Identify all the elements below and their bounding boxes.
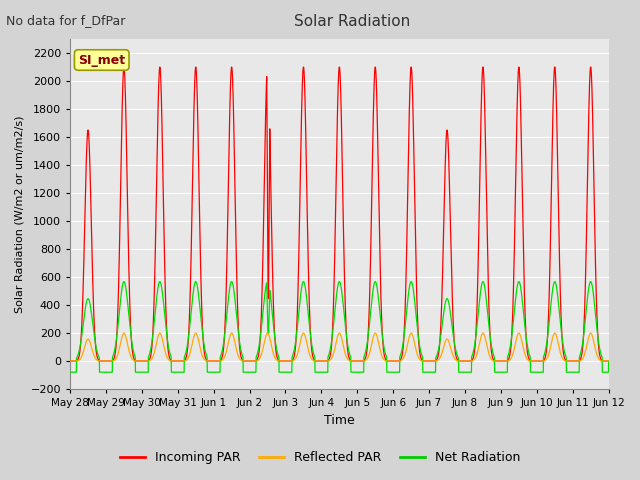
X-axis label: Time: Time	[324, 414, 355, 427]
Y-axis label: Solar Radiation (W/m2 or um/m2/s): Solar Radiation (W/m2 or um/m2/s)	[15, 115, 25, 313]
Legend: Incoming PAR, Reflected PAR, Net Radiation: Incoming PAR, Reflected PAR, Net Radiati…	[115, 446, 525, 469]
Text: No data for f_DfPar: No data for f_DfPar	[6, 14, 126, 27]
Text: Solar Radiation: Solar Radiation	[294, 14, 410, 29]
Text: SI_met: SI_met	[78, 53, 125, 67]
